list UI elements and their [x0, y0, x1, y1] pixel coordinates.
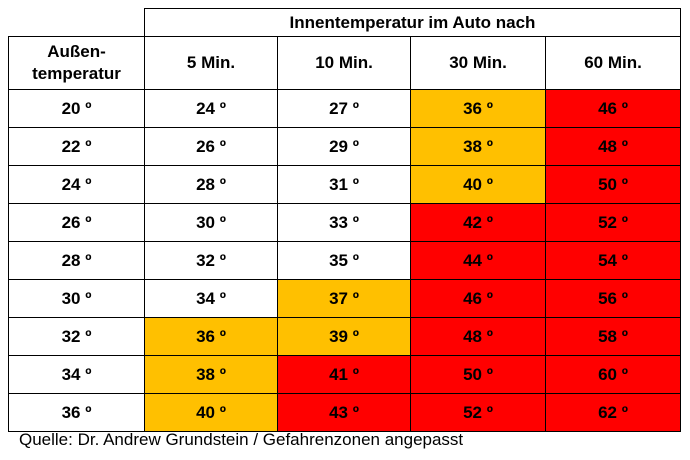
cell-60min: 54 º [545, 241, 681, 280]
cell-30min: 44 º [410, 241, 546, 280]
cell-10min: 41 º [277, 355, 411, 394]
cell-60min: 46 º [545, 89, 681, 128]
outside-temp-cell: 20 º [8, 89, 145, 128]
row-label-line2: temperatur [32, 64, 121, 83]
cell-60min: 50 º [545, 165, 681, 204]
table-row: 36 º 40 º 43 º 52 º 62 º [8, 393, 681, 432]
table-row: 30 º 34 º 37 º 46 º 56 º [8, 279, 681, 318]
cell-5min: 38 º [144, 355, 278, 394]
corner-blank [8, 8, 145, 37]
column-header-5min: 5 Min. [144, 36, 278, 90]
temperature-table: Innentemperatur im Auto nach Außen- temp… [8, 8, 681, 432]
cell-10min: 29 º [277, 127, 411, 166]
cell-5min: 26 º [144, 127, 278, 166]
outside-temp-cell: 24 º [8, 165, 145, 204]
outside-temp-cell: 22 º [8, 127, 145, 166]
cell-10min: 33 º [277, 203, 411, 242]
cell-30min: 36 º [410, 89, 546, 128]
cell-5min: 30 º [144, 203, 278, 242]
cell-30min: 40 º [410, 165, 546, 204]
source-note: Quelle: Dr. Andrew Grundstein / Gefahren… [19, 430, 464, 449]
cell-30min: 52 º [410, 393, 546, 432]
outside-temp-cell: 26 º [8, 203, 145, 242]
cell-60min: 60 º [545, 355, 681, 394]
outside-temp-cell: 34 º [8, 355, 145, 394]
cell-30min: 38 º [410, 127, 546, 166]
column-header-60min: 60 Min. [545, 36, 681, 90]
cell-30min: 46 º [410, 279, 546, 318]
cell-60min: 48 º [545, 127, 681, 166]
row-label-header: Außen- temperatur [8, 36, 145, 90]
cell-5min: 24 º [144, 89, 278, 128]
cell-5min: 34 º [144, 279, 278, 318]
table-row: 20 º 24 º 27 º 36 º 46 º [8, 89, 681, 128]
column-header-10min: 10 Min. [277, 36, 411, 90]
cell-10min: 37 º [277, 279, 411, 318]
cell-10min: 35 º [277, 241, 411, 280]
table-row: 28 º 32 º 35 º 44 º 54 º [8, 241, 681, 280]
cell-10min: 27 º [277, 89, 411, 128]
cell-60min: 62 º [545, 393, 681, 432]
outside-temp-cell: 28 º [8, 241, 145, 280]
cell-5min: 40 º [144, 393, 278, 432]
table-row: 26 º 30 º 33 º 42 º 52 º [8, 203, 681, 242]
table-row: 32 º 36 º 39 º 48 º 58 º [8, 317, 681, 356]
cell-30min: 48 º [410, 317, 546, 356]
outside-temp-cell: 30 º [8, 279, 145, 318]
table-body: 20 º 24 º 27 º 36 º 46 º 22 º 26 º 29 º 38 º 48 º… [8, 89, 681, 432]
super-header: Innentemperatur im Auto nach [144, 8, 681, 37]
table-row: 34 º 38 º 41 º 50 º 60 º [8, 355, 681, 394]
cell-30min: 42 º [410, 203, 546, 242]
outside-temp-cell: 32 º [8, 317, 145, 356]
cell-60min: 56 º [545, 279, 681, 318]
cell-10min: 43 º [277, 393, 411, 432]
table-row: 24 º 28 º 31 º 40 º 50 º [8, 165, 681, 204]
cell-10min: 31 º [277, 165, 411, 204]
cell-5min: 36 º [144, 317, 278, 356]
cell-60min: 58 º [545, 317, 681, 356]
cell-5min: 32 º [144, 241, 278, 280]
row-label-line1: Außen- [47, 42, 106, 61]
column-header-30min: 30 Min. [410, 36, 546, 90]
cell-10min: 39 º [277, 317, 411, 356]
outside-temp-cell: 36 º [8, 393, 145, 432]
cell-5min: 28 º [144, 165, 278, 204]
cell-30min: 50 º [410, 355, 546, 394]
table-row: 22 º 26 º 29 º 38 º 48 º [8, 127, 681, 166]
cell-60min: 52 º [545, 203, 681, 242]
